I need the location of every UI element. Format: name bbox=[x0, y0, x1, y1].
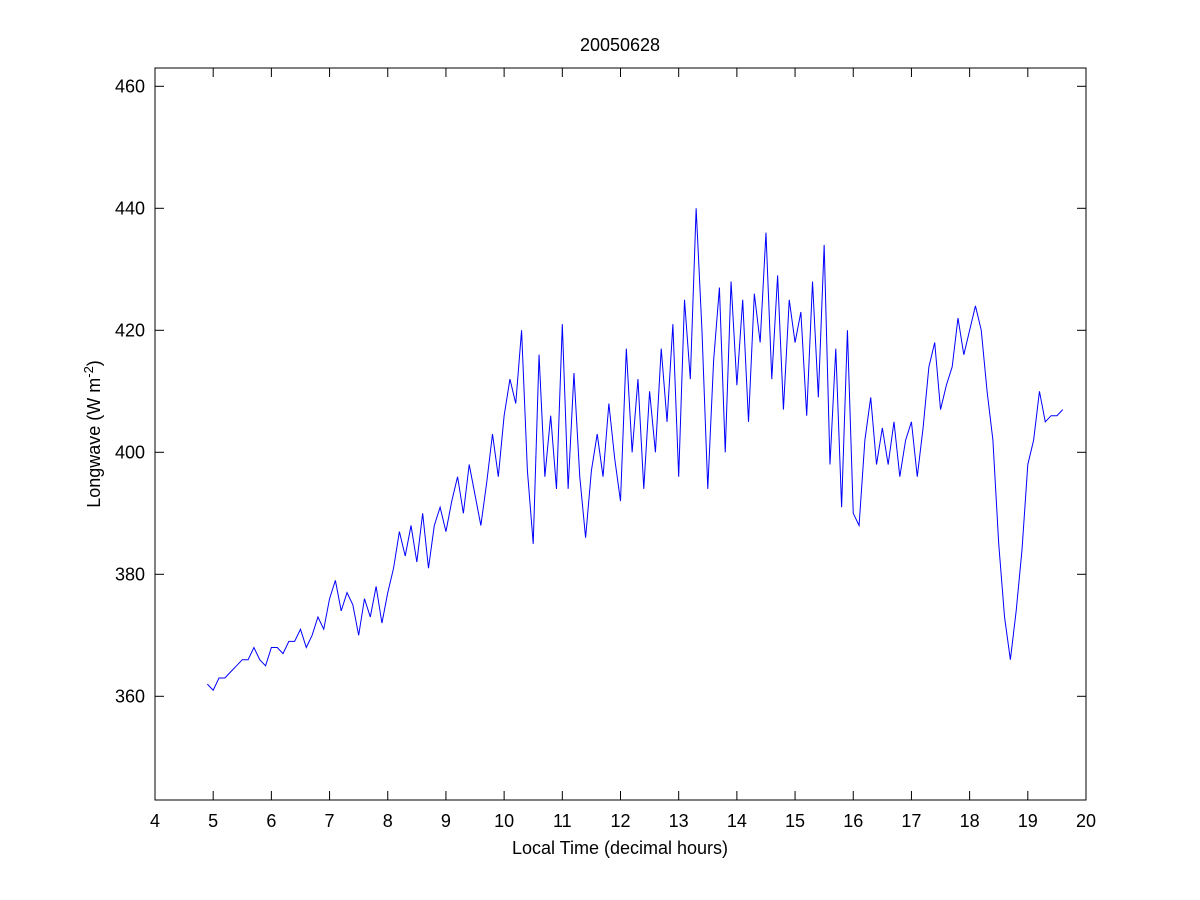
y-tick-label: 400 bbox=[115, 442, 145, 462]
y-tick-label: 380 bbox=[115, 564, 145, 584]
x-tick-label: 13 bbox=[669, 811, 689, 831]
x-axis-label: Local Time (decimal hours) bbox=[512, 838, 728, 858]
x-tick-label: 7 bbox=[325, 811, 335, 831]
x-tick-label: 18 bbox=[960, 811, 980, 831]
chart-title: 20050628 bbox=[580, 35, 660, 55]
x-tick-label: 17 bbox=[901, 811, 921, 831]
y-tick-label: 420 bbox=[115, 320, 145, 340]
data-line bbox=[207, 208, 1064, 692]
x-tick-label: 10 bbox=[494, 811, 514, 831]
y-tick-label: 440 bbox=[115, 198, 145, 218]
x-tick-label: 11 bbox=[553, 811, 572, 831]
x-tick-label: 8 bbox=[383, 811, 393, 831]
x-tick-label: 14 bbox=[727, 811, 747, 831]
x-tick-label: 15 bbox=[785, 811, 805, 831]
x-tick-label: 9 bbox=[441, 811, 451, 831]
y-tick-label: 460 bbox=[115, 76, 145, 96]
x-tick-label: 12 bbox=[610, 811, 630, 831]
x-tick-label: 6 bbox=[266, 811, 276, 831]
x-tick-label: 5 bbox=[208, 811, 218, 831]
x-tick-label: 20 bbox=[1076, 811, 1096, 831]
y-axis-label-sup: -2 bbox=[81, 366, 96, 378]
y-tick-label: 360 bbox=[115, 686, 145, 706]
x-tick-label: 16 bbox=[843, 811, 863, 831]
plot-box bbox=[154, 67, 1087, 801]
y-axis-label-end: ) bbox=[84, 360, 104, 366]
x-tick-label: 19 bbox=[1018, 811, 1038, 831]
x-tick-label: 4 bbox=[150, 811, 160, 831]
y-axis-label-text: Longwave (W m bbox=[84, 378, 104, 508]
y-axis-label: Longwave (W m-2) bbox=[81, 360, 104, 508]
